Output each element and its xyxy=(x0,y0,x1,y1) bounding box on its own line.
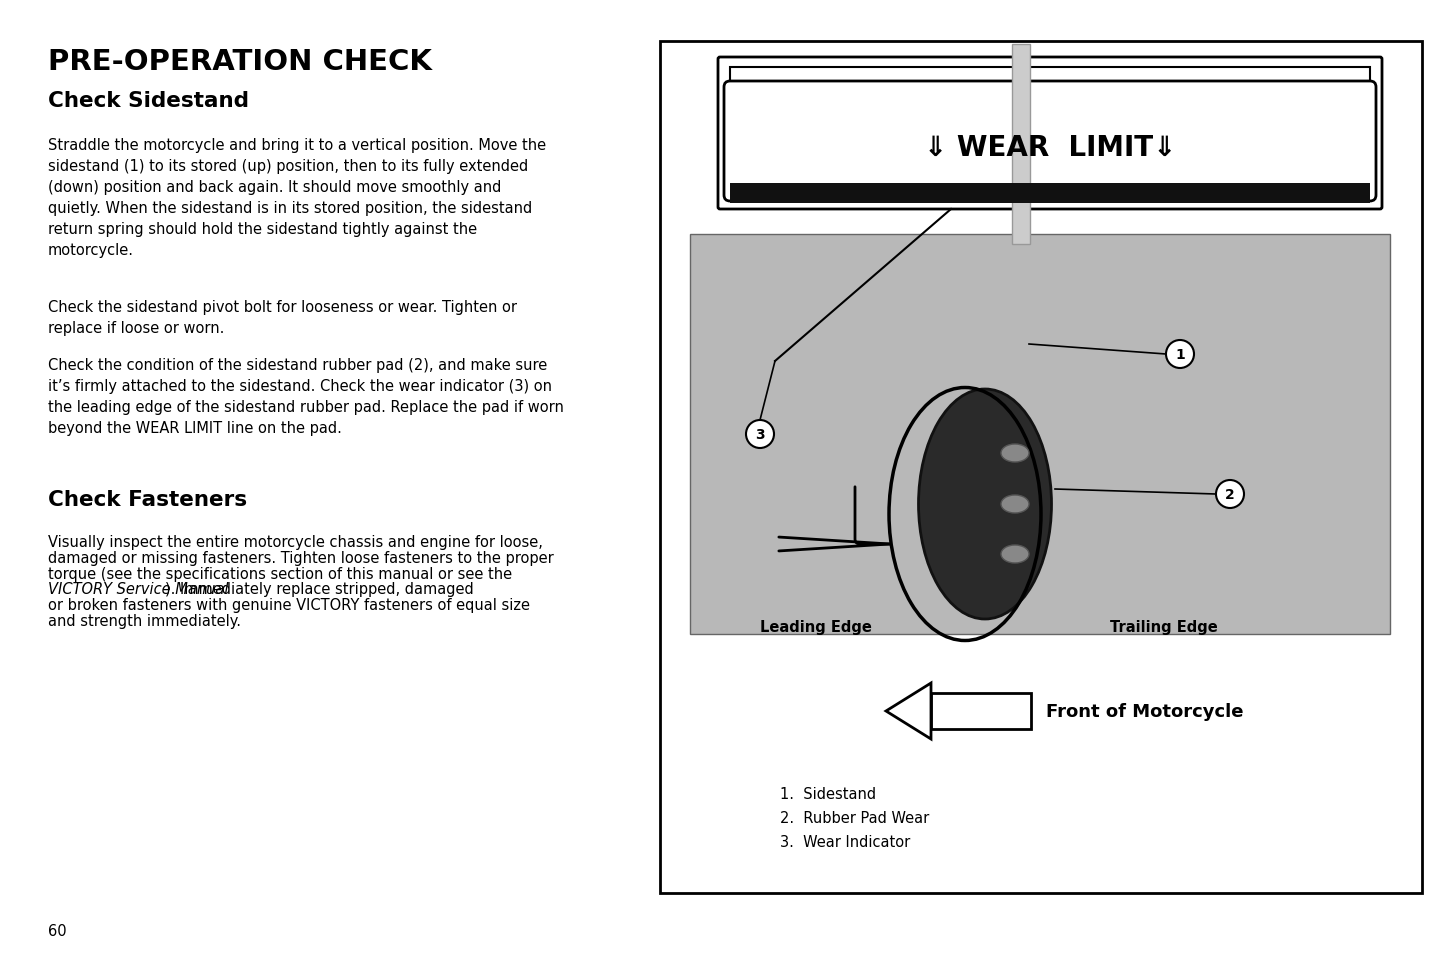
Text: Check the sidestand pivot bolt for looseness or wear. Tighten or
replace if loos: Check the sidestand pivot bolt for loose… xyxy=(48,299,518,335)
Text: torque (see the specifications section of this manual or see the: torque (see the specifications section o… xyxy=(48,566,512,581)
Bar xyxy=(691,234,1390,635)
Text: and strength immediately.: and strength immediately. xyxy=(48,614,241,628)
Text: 1.  Sidestand: 1. Sidestand xyxy=(779,786,877,801)
Circle shape xyxy=(746,420,774,449)
Ellipse shape xyxy=(919,390,1051,619)
Text: 60: 60 xyxy=(48,923,67,938)
Text: Leading Edge: Leading Edge xyxy=(760,619,872,635)
FancyBboxPatch shape xyxy=(724,82,1375,202)
Text: VICTORY Service Manual: VICTORY Service Manual xyxy=(48,581,228,597)
Circle shape xyxy=(1216,480,1245,509)
Text: 1: 1 xyxy=(1175,348,1185,361)
Bar xyxy=(931,693,1031,729)
Text: or broken fasteners with genuine VICTORY fasteners of equal size: or broken fasteners with genuine VICTORY… xyxy=(48,598,531,613)
Text: ). Immediately replace stripped, damaged: ). Immediately replace stripped, damaged xyxy=(164,581,474,597)
Bar xyxy=(660,42,1422,893)
Polygon shape xyxy=(885,683,931,740)
Text: PRE-OPERATION CHECK: PRE-OPERATION CHECK xyxy=(48,48,432,76)
Text: 3.  Wear Indicator: 3. Wear Indicator xyxy=(779,834,910,849)
Bar xyxy=(730,184,1370,204)
Text: Check Fasteners: Check Fasteners xyxy=(48,490,247,510)
Text: Trailing Edge: Trailing Edge xyxy=(1109,619,1218,635)
Bar xyxy=(730,68,1370,86)
Text: damaged or missing fasteners. Tighten loose fasteners to the proper: damaged or missing fasteners. Tighten lo… xyxy=(48,550,554,565)
Text: 2: 2 xyxy=(1226,488,1234,501)
Text: 2.  Rubber Pad Wear: 2. Rubber Pad Wear xyxy=(779,810,929,825)
Text: Visually inspect the entire motorcycle chassis and engine for loose,: Visually inspect the entire motorcycle c… xyxy=(48,535,542,550)
Text: Check the condition of the sidestand rubber pad (2), and make sure
it’s firmly a: Check the condition of the sidestand rub… xyxy=(48,357,564,436)
Ellipse shape xyxy=(1000,496,1029,514)
Text: ⇓ WEAR  LIMIT⇓: ⇓ WEAR LIMIT⇓ xyxy=(923,133,1176,162)
Text: Straddle the motorcycle and bring it to a vertical position. Move the
sidestand : Straddle the motorcycle and bring it to … xyxy=(48,138,547,257)
Circle shape xyxy=(1166,340,1194,369)
Ellipse shape xyxy=(1000,444,1029,462)
Text: 3: 3 xyxy=(755,428,765,441)
Text: Front of Motorcycle: Front of Motorcycle xyxy=(1045,702,1243,720)
Ellipse shape xyxy=(1000,545,1029,563)
Bar xyxy=(1012,45,1029,245)
FancyBboxPatch shape xyxy=(718,58,1381,210)
Text: Check Sidestand: Check Sidestand xyxy=(48,91,249,111)
